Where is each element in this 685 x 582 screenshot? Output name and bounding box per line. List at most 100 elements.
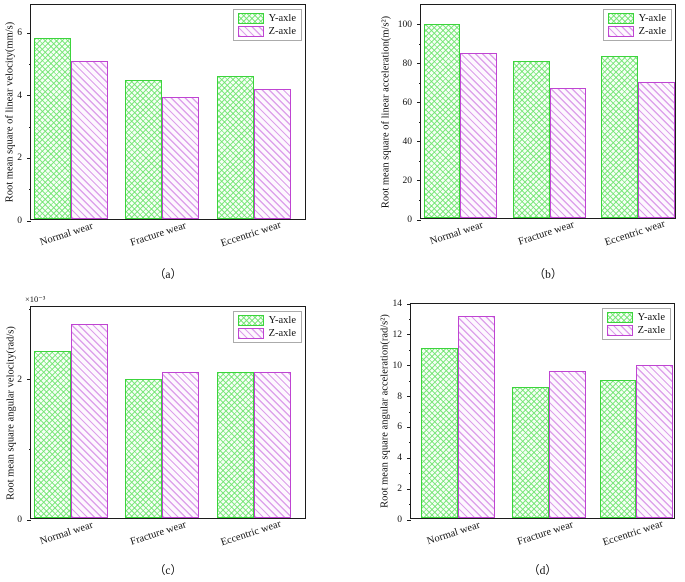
y-major-tick xyxy=(407,457,411,459)
y-tick-label: 0 xyxy=(407,215,412,225)
bar-z-axle-normal-wear xyxy=(457,316,495,518)
y-axis-multiplier: ×10⁻³ xyxy=(25,294,46,304)
legend-swatch-y-axle-icon xyxy=(606,312,633,323)
y-minor-tick xyxy=(408,380,411,382)
y-major-tick xyxy=(407,396,411,398)
x-tick-label: Normal wear xyxy=(428,219,485,248)
y-tick-label: 4 xyxy=(397,453,402,464)
y-minor-tick xyxy=(28,449,31,451)
y-tick-label: 6 xyxy=(17,28,22,39)
y-tick-label: 14 xyxy=(392,299,403,309)
bar-z-axle-normal-wear xyxy=(71,61,109,219)
y-major-tick xyxy=(417,24,421,26)
y-tick-label: 2 xyxy=(17,153,22,164)
bar-y-axle-normal-wear xyxy=(33,37,71,219)
y-tick-label: 40 xyxy=(402,136,413,147)
legend-item-y-axle: Y-axle xyxy=(237,13,296,24)
y-major-tick xyxy=(27,157,31,159)
bar-y-axle-normal-wear xyxy=(423,24,461,218)
y-major-tick xyxy=(407,426,411,428)
legend-item-z-axle: Z-axle xyxy=(607,26,666,37)
y-axis-label: Root mean square of linear velocity(mm/s… xyxy=(4,21,16,203)
legend-swatch-y-axle-icon xyxy=(607,13,634,24)
legend-item-z-axle: Z-axle xyxy=(237,328,296,339)
bar-z-axle-fracture-wear xyxy=(161,96,200,219)
y-major-tick xyxy=(417,102,421,104)
y-minor-tick xyxy=(408,442,411,444)
legend-item-y-axle: Y-axle xyxy=(606,312,665,323)
legend: Y-axle Z-axle xyxy=(232,9,302,41)
y-minor-tick xyxy=(28,63,31,65)
x-tick-label: Eccentric wear xyxy=(219,219,283,250)
y-major-tick xyxy=(407,365,411,367)
legend-label: Z-axle xyxy=(638,26,666,37)
y-minor-tick xyxy=(408,504,411,506)
y-tick-label: 60 xyxy=(402,97,413,108)
legend-label: Z-axle xyxy=(268,328,296,339)
y-major-tick xyxy=(407,519,411,521)
bar-z-axle-fracture-wear xyxy=(161,372,200,518)
y-minor-tick xyxy=(408,411,411,413)
legend-item-z-axle: Z-axle xyxy=(237,26,296,37)
y-tick-label: 8 xyxy=(397,391,402,402)
plot-area-a: 0 2 4 6 Normal wear Fracture wear Eccentric we… xyxy=(17,4,306,249)
legend-swatch-z-axle-icon xyxy=(237,26,264,37)
y-tick-label: 80 xyxy=(402,58,413,69)
y-major-tick xyxy=(27,379,31,381)
y-tick-label: 12 xyxy=(392,329,403,340)
legend: Y-axle Z-axle xyxy=(601,308,671,340)
x-tick-label: Fracture wear xyxy=(516,519,575,548)
y-major-tick xyxy=(27,95,31,97)
y-tick-label: 10 xyxy=(392,360,403,371)
bar-z-axle-eccentric-wear xyxy=(637,81,675,218)
bar-z-axle-eccentric-wear xyxy=(636,365,674,518)
legend-swatch-z-axle-icon xyxy=(607,26,634,37)
y-minor-tick xyxy=(418,199,421,201)
y-major-tick xyxy=(27,519,31,521)
subfigure-caption-d: （d） xyxy=(528,565,557,577)
bar-y-axle-eccentric-wear xyxy=(216,371,255,518)
y-minor-tick xyxy=(408,473,411,475)
x-tick-label: Normal wear xyxy=(38,519,95,548)
bar-y-axle-fracture-wear xyxy=(512,61,550,218)
subfigure-caption-b: （b） xyxy=(533,269,563,281)
bar-z-axle-eccentric-wear xyxy=(254,88,292,219)
legend-swatch-y-axle-icon xyxy=(237,315,264,326)
bar-y-axle-fracture-wear xyxy=(124,80,162,219)
bar-y-axle-normal-wear xyxy=(33,351,71,518)
y-major-tick xyxy=(407,488,411,490)
y-axis-label: Root mean square angular velocity(rad/s) xyxy=(5,325,17,500)
chart-a-linear-velocity: 0 2 4 6 Normal wear Fracture wear Eccentric we… xyxy=(0,0,342,291)
legend-label: Y-axle xyxy=(268,315,296,326)
bar-z-axle-fracture-wear xyxy=(549,88,587,218)
bar-y-axle-eccentric-wear xyxy=(601,56,638,218)
y-tick-label: 20 xyxy=(402,175,413,186)
legend-swatch-z-axle-icon xyxy=(237,328,264,339)
bar-y-axle-fracture-wear xyxy=(512,386,550,518)
y-major-tick xyxy=(407,303,411,305)
x-tick-label: Fracture wear xyxy=(128,519,188,548)
x-tick-label: Eccentric wear xyxy=(601,518,665,549)
x-tick-label: Normal wear xyxy=(425,519,482,548)
legend-label: Z-axle xyxy=(637,325,665,336)
y-major-tick xyxy=(27,32,31,34)
y-minor-tick xyxy=(28,309,31,311)
y-minor-tick xyxy=(408,318,411,320)
bar-z-axle-normal-wear xyxy=(460,53,498,218)
y-minor-tick xyxy=(408,349,411,351)
chart-c-angular-velocity: 0 2 Normal wear Fracture wear Eccentric wear… xyxy=(0,291,342,582)
bar-y-axle-eccentric-wear xyxy=(216,76,255,219)
y-minor-tick xyxy=(28,189,31,191)
y-major-tick xyxy=(417,63,421,65)
y-major-tick xyxy=(417,141,421,143)
x-tick-label: Eccentric wear xyxy=(219,518,283,549)
y-tick-label: 0 xyxy=(17,515,22,525)
y-axis-label: Root mean square of linear acceleration(… xyxy=(380,15,392,208)
y-major-tick xyxy=(417,219,421,221)
y-tick-label: 6 xyxy=(397,422,402,433)
y-tick-label: 2 xyxy=(397,484,402,495)
y-minor-tick xyxy=(418,43,421,45)
bar-z-axle-normal-wear xyxy=(71,323,109,518)
x-tick-label: Fracture wear xyxy=(128,220,188,249)
